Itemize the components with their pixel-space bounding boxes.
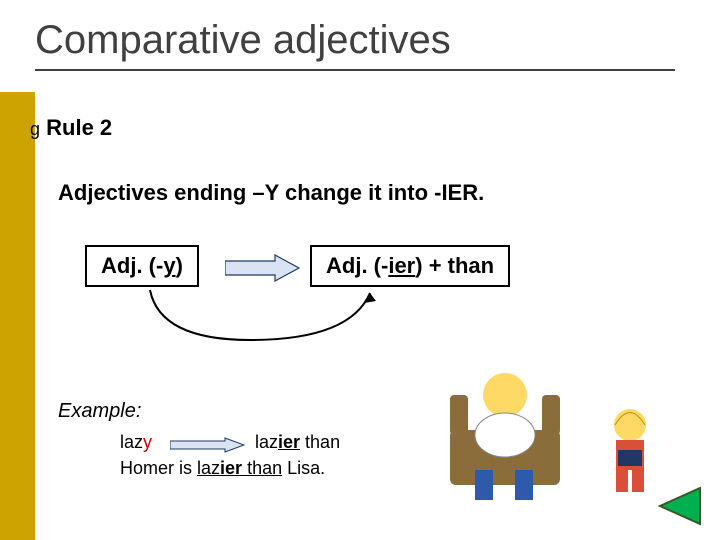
arrow-icon — [225, 253, 300, 283]
illustration-placeholder — [430, 340, 680, 510]
example-result: lazier than — [255, 432, 340, 453]
ex-result-than: than — [300, 432, 340, 452]
ex-result-ier: ier — [278, 432, 300, 452]
ex-result-stem: laz — [255, 432, 278, 452]
ex-sent-pre: Homer is — [120, 458, 197, 478]
accent-sidebar — [0, 92, 35, 540]
rule-label: Rule 2 — [46, 115, 112, 140]
ex-sent-stem: laz — [197, 458, 220, 478]
rule-heading: g Rule 2 — [30, 115, 112, 141]
formula-box-right: Adj. (-ier) + than — [310, 245, 510, 287]
box-right-prefix: Adj. (- — [326, 253, 388, 278]
box-left-prefix: Adj. (- — [101, 253, 163, 278]
formula-box-left: Adj. (-y) — [85, 245, 199, 287]
page-title: Comparative adjectives — [35, 18, 675, 71]
box-left-y: y — [163, 253, 175, 278]
box-right-close: ) + than — [415, 253, 494, 278]
example-line-1: lazy — [120, 432, 152, 453]
box-right-ier: ier — [388, 253, 415, 278]
example-sentence: Homer is lazier than Lisa. — [120, 458, 325, 479]
nav-prev-button[interactable] — [656, 486, 702, 526]
ex-sent-ier: ier — [220, 458, 242, 478]
ex-word-y: y — [143, 432, 152, 452]
bullet-glyph: g — [30, 119, 40, 139]
box-left-close: ) — [176, 253, 183, 278]
curve-connector — [100, 285, 390, 355]
ex-sent-post: Lisa. — [282, 458, 325, 478]
arrow-small-icon — [170, 437, 245, 453]
example-label: Example: — [58, 400, 141, 423]
ex-word-stem: laz — [120, 432, 143, 452]
ex-sent-than: than — [242, 458, 282, 478]
rule-description: Adjectives ending –Y change it into -IER… — [58, 180, 484, 206]
